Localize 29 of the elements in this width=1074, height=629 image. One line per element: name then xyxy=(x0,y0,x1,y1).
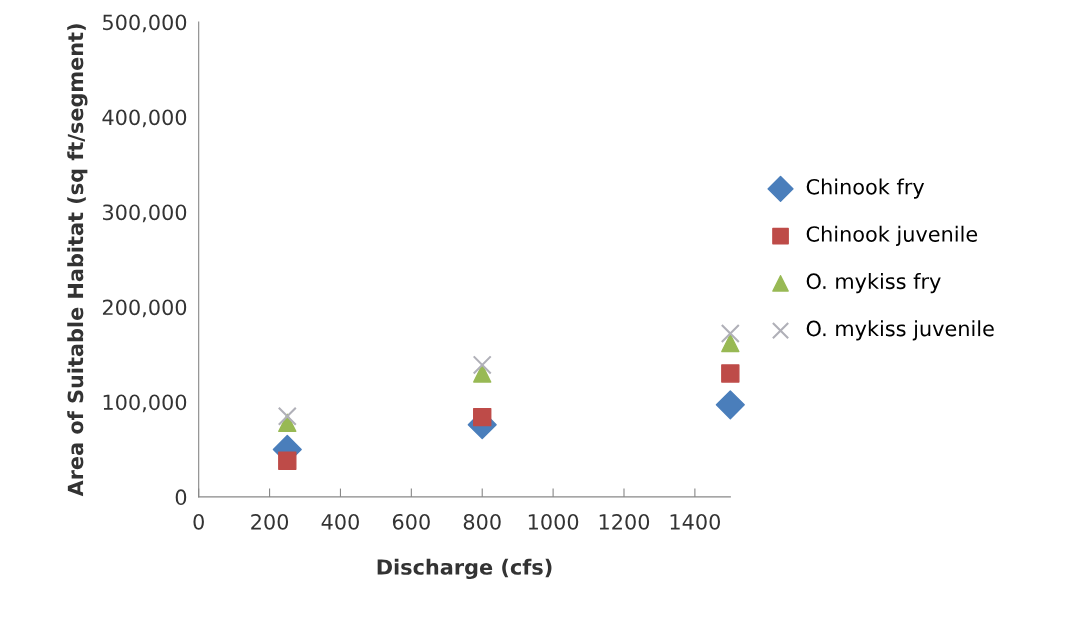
legend-label: O. mykiss juvenile xyxy=(806,320,994,341)
point xyxy=(473,407,492,427)
point xyxy=(720,324,740,344)
x-tick-label: 800 xyxy=(463,513,501,530)
x-tick-label: 200 xyxy=(251,513,289,530)
x-axis-title: Discharge (cfs) xyxy=(377,558,552,580)
x-tick-label: 1200 xyxy=(599,513,650,530)
point xyxy=(721,364,740,383)
point xyxy=(277,406,297,426)
point xyxy=(278,451,297,471)
y-axis-title: Area of Suitable Habitat (sq ft/segment) xyxy=(67,24,88,497)
point xyxy=(472,355,492,375)
y-tick-label: 0 xyxy=(175,489,187,506)
x-tick-label: 600 xyxy=(392,513,430,530)
x-tick-label: 400 xyxy=(321,513,359,530)
y-tick-label: 400,000 xyxy=(102,109,187,128)
y-tick-label: 100,000 xyxy=(103,394,187,413)
legend-label: Chinook juvenile xyxy=(806,225,978,246)
x-tick-label: 1000 xyxy=(528,513,579,530)
legend-label: O. mykiss fry xyxy=(806,273,941,294)
point xyxy=(721,333,740,353)
x-tick-label: 1400 xyxy=(670,513,720,530)
y-tick-label: 500,000 xyxy=(103,14,187,33)
y-tick-label: 300,000 xyxy=(103,204,187,223)
point xyxy=(473,364,492,383)
legend-label: Chinook fry xyxy=(806,178,925,199)
y-tick-label: 200,000 xyxy=(102,299,187,318)
x-tick-label: 0 xyxy=(193,513,204,530)
point xyxy=(715,390,745,420)
